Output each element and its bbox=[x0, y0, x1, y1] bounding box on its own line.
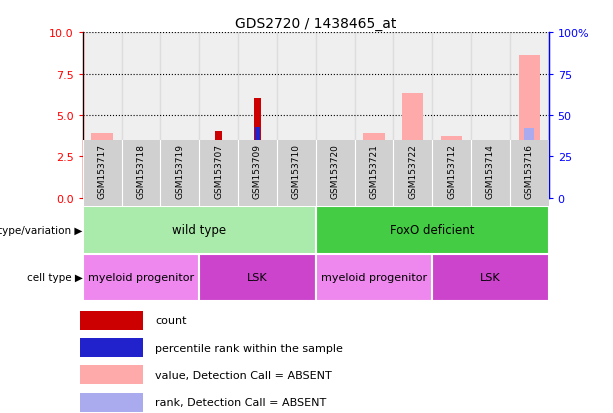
Bar bbox=[131, 178, 151, 198]
Text: GSM153718: GSM153718 bbox=[137, 144, 145, 199]
Bar bbox=[394, 33, 432, 198]
Text: genotype/variation ▶: genotype/variation ▶ bbox=[0, 225, 83, 235]
Bar bbox=[432, 254, 549, 301]
Title: GDS2720 / 1438465_at: GDS2720 / 1438465_at bbox=[235, 17, 397, 31]
Bar bbox=[254, 99, 261, 198]
Bar bbox=[80, 338, 143, 357]
Bar bbox=[80, 393, 143, 412]
Text: GSM153716: GSM153716 bbox=[525, 144, 534, 199]
Text: LSK: LSK bbox=[480, 273, 501, 283]
Bar bbox=[447, 157, 457, 198]
Text: GSM153721: GSM153721 bbox=[370, 144, 378, 199]
Bar bbox=[91, 134, 113, 198]
Bar bbox=[136, 178, 146, 198]
Bar bbox=[199, 254, 316, 301]
Bar bbox=[519, 56, 540, 198]
Bar bbox=[169, 140, 191, 198]
Text: myeloid progenitor: myeloid progenitor bbox=[88, 273, 194, 283]
Bar bbox=[316, 254, 432, 301]
Bar bbox=[255, 127, 260, 198]
Bar bbox=[485, 192, 495, 198]
Bar bbox=[97, 152, 107, 198]
Bar bbox=[291, 182, 301, 198]
Bar bbox=[80, 311, 143, 330]
Bar bbox=[441, 137, 462, 198]
Bar bbox=[510, 33, 549, 198]
Text: percentile rank within the sample: percentile rank within the sample bbox=[156, 343, 343, 353]
Text: GSM153709: GSM153709 bbox=[253, 144, 262, 199]
Bar bbox=[286, 190, 307, 198]
Bar bbox=[121, 33, 161, 198]
Bar bbox=[316, 206, 549, 254]
Bar bbox=[277, 33, 316, 198]
Text: cell type ▶: cell type ▶ bbox=[27, 273, 83, 283]
Text: wild type: wild type bbox=[172, 224, 226, 237]
Text: GSM153707: GSM153707 bbox=[214, 144, 223, 199]
Bar bbox=[432, 33, 471, 198]
Text: LSK: LSK bbox=[247, 273, 268, 283]
Text: GSM153712: GSM153712 bbox=[447, 144, 456, 199]
Text: FoxO deficient: FoxO deficient bbox=[390, 224, 474, 237]
Bar bbox=[199, 33, 238, 198]
Text: GSM153717: GSM153717 bbox=[97, 144, 107, 199]
Bar bbox=[83, 254, 199, 301]
Bar bbox=[216, 154, 221, 198]
Bar bbox=[215, 132, 222, 198]
Bar bbox=[83, 33, 121, 198]
Bar bbox=[364, 134, 384, 198]
Text: GSM153710: GSM153710 bbox=[292, 144, 301, 199]
Text: GSM153720: GSM153720 bbox=[330, 144, 340, 199]
Bar bbox=[330, 173, 340, 198]
Bar bbox=[408, 140, 417, 198]
Text: value, Detection Call = ABSENT: value, Detection Call = ABSENT bbox=[156, 370, 332, 380]
Bar bbox=[316, 33, 354, 198]
Bar bbox=[471, 33, 510, 198]
Bar bbox=[238, 33, 277, 198]
Bar bbox=[161, 33, 199, 198]
Bar bbox=[524, 129, 534, 198]
Bar bbox=[354, 33, 394, 198]
Text: GSM153719: GSM153719 bbox=[175, 144, 185, 199]
Bar bbox=[369, 150, 379, 198]
Text: GSM153714: GSM153714 bbox=[486, 144, 495, 199]
Text: count: count bbox=[156, 316, 187, 325]
Text: rank, Detection Call = ABSENT: rank, Detection Call = ABSENT bbox=[156, 397, 327, 408]
Bar bbox=[80, 366, 143, 385]
Bar bbox=[324, 182, 346, 198]
Bar bbox=[83, 206, 316, 254]
Bar bbox=[402, 94, 424, 198]
Text: myeloid progenitor: myeloid progenitor bbox=[321, 273, 427, 283]
Text: GSM153722: GSM153722 bbox=[408, 144, 417, 198]
